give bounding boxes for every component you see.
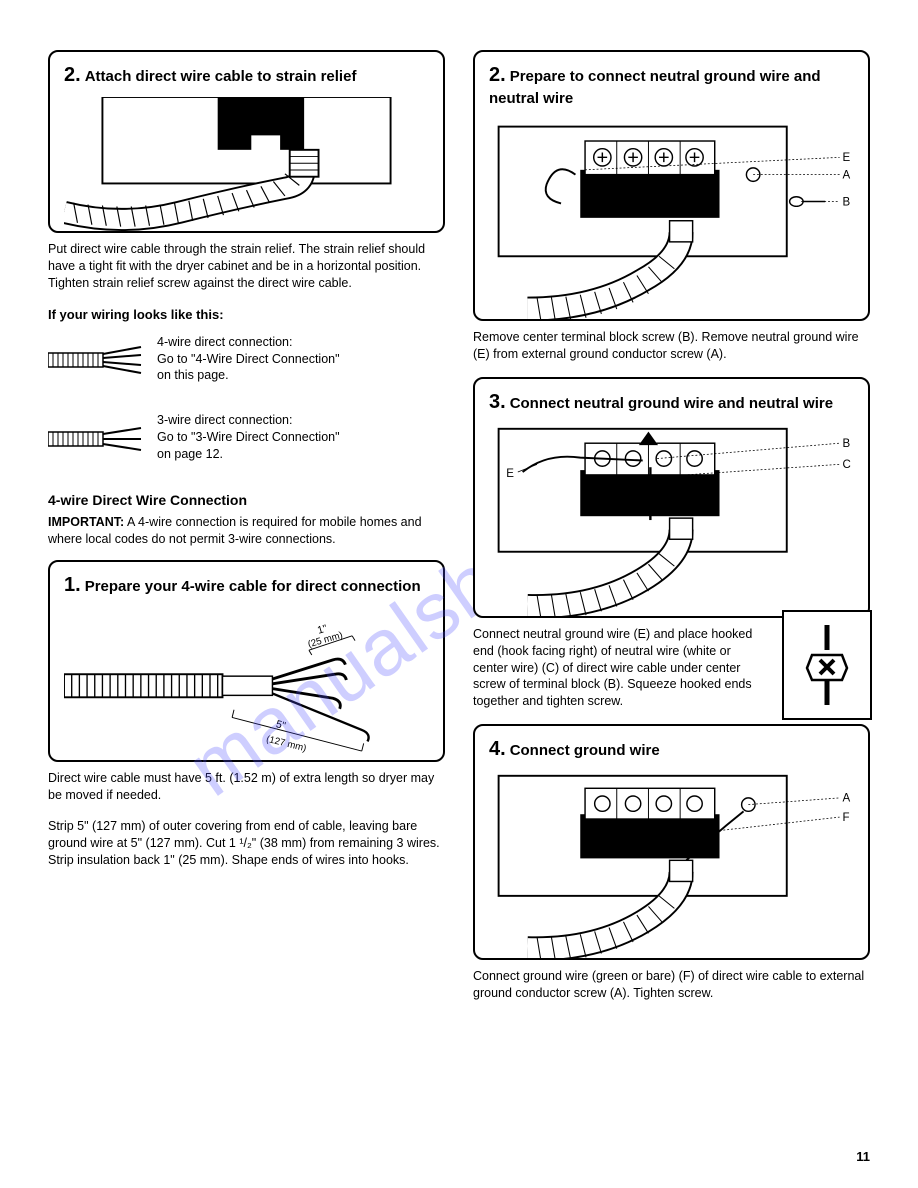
w4-l2: Go to "4-Wire Direct Connection" xyxy=(157,352,340,366)
screw-closeup-inset xyxy=(782,610,872,720)
important-paragraph: IMPORTANT: A 4-wire connection is requir… xyxy=(48,514,445,548)
right-step4-text: Connect ground wire (green or bare) (F) … xyxy=(473,968,870,1002)
right-step4-title-text: Connect ground wire xyxy=(510,742,660,759)
label-A: A xyxy=(842,170,850,182)
left-step1-num: 1. xyxy=(64,574,81,596)
label-F4: F xyxy=(842,812,849,824)
right-step3-num: 3. xyxy=(489,391,506,413)
wiring-3wire-text: 3-wire direct connection: Go to "3-Wire … xyxy=(157,412,340,463)
four-wire-section-head: 4-wire Direct Wire Connection xyxy=(48,491,445,510)
wiring-4wire-text: 4-wire direct connection: Go to "4-Wire … xyxy=(157,334,340,385)
step3-text-wrap: Connect neutral ground wire (E) and plac… xyxy=(473,626,870,710)
right-step2-num: 2. xyxy=(489,64,506,86)
w3-l2: Go to "3-Wire Direct Connection" xyxy=(157,430,340,444)
right-step3-text: Connect neutral ground wire (E) and plac… xyxy=(473,626,759,710)
right-step3-title: 3.Connect neutral ground wire and neutra… xyxy=(489,389,854,416)
right-step4-num: 4. xyxy=(489,738,506,760)
right-step4-title: 4.Connect ground wire xyxy=(489,736,854,763)
left-column: 2.Attach direct wire cable to strain rel… xyxy=(48,50,445,1016)
w3-l1: 3-wire direct connection: xyxy=(157,413,292,427)
screw-closeup-icon xyxy=(792,620,862,710)
w3-l3: on page 12. xyxy=(157,447,223,461)
left-step1-title-text: Prepare your 4-wire cable for direct con… xyxy=(85,578,421,595)
right-step2-title-text: Prepare to connect neutral ground wire a… xyxy=(489,68,821,107)
label-B: B xyxy=(842,197,850,209)
right-step3-illustration: E B C xyxy=(489,424,854,616)
prepare-cable-illustration: 1" (25 mm) 5" (127 mm) xyxy=(64,607,429,761)
page-number: 11 xyxy=(856,1148,870,1166)
label-B3: B xyxy=(842,438,850,450)
right-step2-illustration: E A B xyxy=(489,117,854,319)
left-step2-num: 2. xyxy=(64,64,81,86)
right-step2-box: 2.Prepare to connect neutral ground wire… xyxy=(473,50,870,321)
label-A4: A xyxy=(842,793,850,805)
w4-l3: on this page. xyxy=(157,368,229,382)
two-column-layout: 2.Attach direct wire cable to strain rel… xyxy=(48,50,870,1016)
left-step1-title: 1.Prepare your 4-wire cable for direct c… xyxy=(64,572,429,599)
left-step2-text: Put direct wire cable through the strain… xyxy=(48,241,445,292)
wiring-4wire-row: 4-wire direct connection: Go to "4-Wire … xyxy=(48,334,445,385)
three-wire-icon xyxy=(48,420,143,456)
right-column: 2.Prepare to connect neutral ground wire… xyxy=(473,50,870,1016)
important-label: IMPORTANT: xyxy=(48,515,124,529)
label-C3: C xyxy=(842,459,850,471)
right-step4-box: 4.Connect ground wire A F xyxy=(473,724,870,960)
wiring-head: If your wiring looks like this: xyxy=(48,306,445,324)
four-wire-icon xyxy=(48,341,143,377)
left-step2-title: 2.Attach direct wire cable to strain rel… xyxy=(64,62,429,89)
w4-l1: 4-wire direct connection: xyxy=(157,335,292,349)
label-E: E xyxy=(842,152,850,164)
right-step3-box: 3.Connect neutral ground wire and neutra… xyxy=(473,377,870,618)
label-E3: E xyxy=(506,468,514,480)
left-step1-box: 1.Prepare your 4-wire cable for direct c… xyxy=(48,560,445,763)
right-step2-text: Remove center terminal block screw (B). … xyxy=(473,329,870,363)
right-step3-title-text: Connect neutral ground wire and neutral … xyxy=(510,395,833,412)
left-step1-text1: Direct wire cable must have 5 ft. (1.52 … xyxy=(48,770,445,804)
wiring-3wire-row: 3-wire direct connection: Go to "3-Wire … xyxy=(48,412,445,463)
right-step4-illustration: A F xyxy=(489,771,854,958)
strain-relief-illustration xyxy=(64,97,429,231)
right-step2-title: 2.Prepare to connect neutral ground wire… xyxy=(489,62,854,109)
left-step2-title-text: Attach direct wire cable to strain relie… xyxy=(85,68,357,85)
left-step1-text2: Strip 5" (127 mm) of outer covering from… xyxy=(48,818,445,869)
left-step2-box: 2.Attach direct wire cable to strain rel… xyxy=(48,50,445,233)
